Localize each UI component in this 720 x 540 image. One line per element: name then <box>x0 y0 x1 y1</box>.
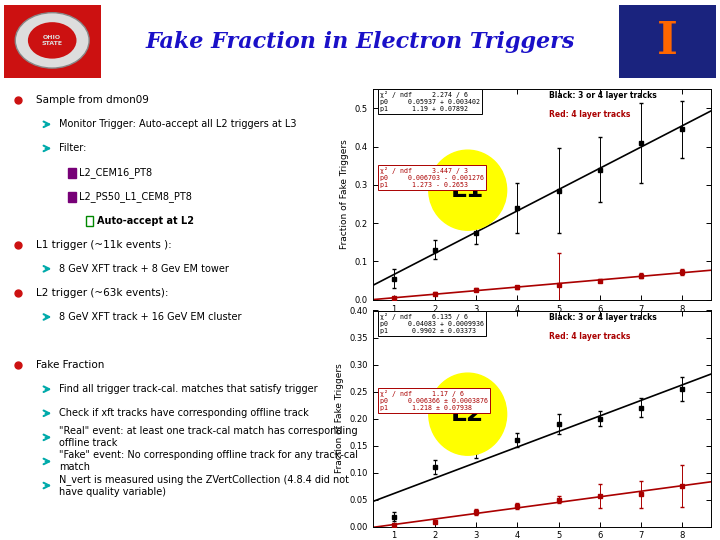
Text: "Fake" event: No corresponding offline track for any track-cal: "Fake" event: No corresponding offline t… <box>59 450 358 461</box>
Text: Fake Fraction in Electron Triggers: Fake Fraction in Electron Triggers <box>145 31 575 53</box>
Text: L2: L2 <box>451 402 485 426</box>
Text: L1: L1 <box>451 178 485 202</box>
Bar <box>68 192 76 202</box>
Bar <box>68 168 76 178</box>
Text: Check if xft tracks have corresponding offline track: Check if xft tracks have corresponding o… <box>59 408 309 418</box>
Ellipse shape <box>429 373 507 455</box>
Y-axis label: Fraction of Fake Triggers: Fraction of Fake Triggers <box>341 139 349 249</box>
Text: χ² / ndf     6.135 / 6
p0     0.04083 + 0.0009936
p1      0.9902 ± 0.03373: χ² / ndf 6.135 / 6 p0 0.04083 + 0.000993… <box>379 313 484 334</box>
Text: 8 GeV XFT track + 16 GeV EM cluster: 8 GeV XFT track + 16 GeV EM cluster <box>59 312 241 322</box>
Text: have quality variable): have quality variable) <box>59 487 166 497</box>
Bar <box>86 216 94 226</box>
Text: N_vert is measured using the ZVertCollection (4.8.4 did not: N_vert is measured using the ZVertCollec… <box>59 474 349 485</box>
Text: χ² / ndf     3.447 / 3
p0     0.006703 - 0.001276
p1      1.273 - 0.2653: χ² / ndf 3.447 / 3 p0 0.006703 - 0.00127… <box>379 167 484 188</box>
Circle shape <box>15 12 89 68</box>
Text: Monitor Trigger: Auto-accept all L2 triggers at L3: Monitor Trigger: Auto-accept all L2 trig… <box>59 119 297 129</box>
Text: 8 GeV XFT track + 8 Gev EM tower: 8 GeV XFT track + 8 Gev EM tower <box>59 264 229 274</box>
Text: χ² / ndf     2.274 / 6
p0     0.05937 + 0.003402
p1      1.19 + 0.07892: χ² / ndf 2.274 / 6 p0 0.05937 + 0.003402… <box>379 91 480 112</box>
Text: Black: 3 or 4 layer tracks: Black: 3 or 4 layer tracks <box>549 91 657 100</box>
Text: Find all trigger track-cal. matches that satisfy trigger: Find all trigger track-cal. matches that… <box>59 384 318 394</box>
Text: OHIO
STATE: OHIO STATE <box>42 35 63 46</box>
Text: χ² / ndf     1.17 / 6
p0     0.006366 ± 0.0003876
p1      1.218 ± 0.07938: χ² / ndf 1.17 / 6 p0 0.006366 ± 0.000387… <box>379 390 487 411</box>
Text: match: match <box>59 462 90 472</box>
Text: L2_PS50_L1_CEM8_PT8: L2_PS50_L1_CEM8_PT8 <box>79 191 192 202</box>
Text: Sample from dmon09: Sample from dmon09 <box>36 95 148 105</box>
Circle shape <box>28 22 76 59</box>
Y-axis label: Fraction of Fake Triggers: Fraction of Fake Triggers <box>335 363 344 474</box>
Text: Filter:: Filter: <box>59 144 86 153</box>
Text: L1 trigger (~11k events ):: L1 trigger (~11k events ): <box>36 240 171 249</box>
Text: Red: 4 layer tracks: Red: 4 layer tracks <box>549 110 630 119</box>
Text: L2_CEM16_PT8: L2_CEM16_PT8 <box>79 167 153 178</box>
Text: Black: 3 or 4 layer tracks: Black: 3 or 4 layer tracks <box>549 313 657 322</box>
Text: Auto-accept at L2: Auto-accept at L2 <box>97 215 194 226</box>
Text: Fake Fraction: Fake Fraction <box>36 360 104 370</box>
Text: offline track: offline track <box>59 438 117 448</box>
Text: I: I <box>657 21 678 63</box>
Text: Red: 4 layer tracks: Red: 4 layer tracks <box>549 332 630 341</box>
Text: "Real" event: at least one track-cal match has corresponding: "Real" event: at least one track-cal mat… <box>59 427 358 436</box>
Ellipse shape <box>429 150 507 230</box>
X-axis label: Number of Z vertices in events that pass L1 trigger: Number of Z vertices in events that pass… <box>426 319 659 328</box>
Text: L2 trigger (~63k events):: L2 trigger (~63k events): <box>36 288 168 298</box>
